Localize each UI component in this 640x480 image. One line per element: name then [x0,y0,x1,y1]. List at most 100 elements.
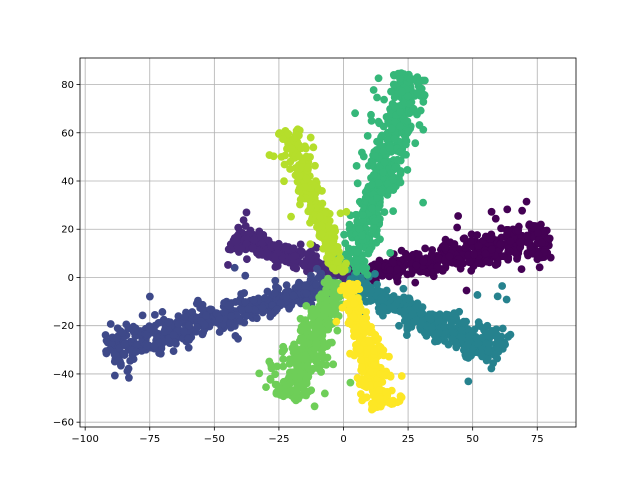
data-point [474,259,483,267]
series-0 [347,197,555,298]
data-point [242,312,250,321]
data-point [318,360,327,369]
data-point [239,216,248,225]
data-point [367,110,375,119]
data-points [101,69,555,414]
data-point [317,312,326,321]
data-point [503,230,511,239]
data-point [241,222,250,230]
data-point [459,317,468,326]
data-point [340,230,348,239]
data-point [397,87,406,96]
data-point [302,301,311,310]
data-point [369,170,378,179]
data-point [306,133,315,142]
data-point [396,122,405,131]
data-point [270,252,279,261]
data-point [248,243,257,252]
data-point [345,220,354,229]
data-point [403,322,412,331]
data-point [376,235,384,244]
data-point [374,179,383,187]
data-point [241,298,250,306]
data-point [287,212,295,221]
data-point [406,74,414,83]
data-point [474,321,483,330]
data-point [478,352,486,361]
data-point [411,139,420,148]
data-point [535,221,544,230]
data-point [374,204,383,213]
data-point [292,264,301,273]
data-point [317,229,326,238]
data-point [230,263,239,272]
data-point [160,327,169,336]
data-point [237,244,246,253]
data-point [455,307,464,316]
data-point [481,232,490,241]
data-point [306,240,315,249]
y-tick-label: 0 [68,273,74,284]
data-point [474,241,483,250]
data-point [371,269,379,278]
data-point [518,206,527,215]
data-point [386,266,395,274]
data-point [174,320,183,328]
data-point [311,330,320,338]
data-point [367,204,376,213]
data-point [366,297,375,305]
data-point [428,246,437,254]
data-point [271,276,280,285]
data-point [411,278,420,287]
data-point [302,174,311,183]
data-point [440,322,449,331]
data-point [464,377,473,386]
data-point [496,240,505,249]
data-point [294,361,303,370]
data-point [230,322,239,330]
data-point [338,303,347,312]
data-point [132,340,141,349]
y-tick-label: 80 [61,80,74,91]
data-point [241,271,250,280]
data-point [413,73,422,82]
data-point [303,250,312,259]
data-point [336,286,345,295]
data-point [250,305,259,314]
data-point [364,337,373,346]
data-point [403,92,412,101]
data-point [226,245,235,254]
data-point [362,308,371,316]
data-point [533,229,542,237]
data-point [302,289,311,298]
data-point [352,210,361,219]
data-point [488,326,496,335]
x-tick-label: −50 [204,434,225,445]
series-7 [332,279,406,414]
data-point [105,345,114,354]
data-point [484,347,493,356]
data-point [415,121,424,129]
series-3 [343,269,515,386]
data-point [119,349,128,358]
data-point [120,340,129,348]
data-point [298,334,307,343]
data-point [113,324,122,333]
data-point [502,295,511,304]
data-point [403,117,412,126]
data-point [473,231,482,239]
data-point [522,197,531,206]
data-point [279,362,288,371]
data-point [327,253,336,261]
data-point [355,225,364,234]
data-point [380,158,389,167]
y-tick-label: 40 [61,177,74,188]
data-point [352,329,361,338]
data-point [169,331,178,339]
data-point [110,350,119,359]
data-point [523,231,532,240]
data-point [270,288,279,297]
data-point [244,304,253,313]
data-point [428,324,436,332]
data-point [143,341,152,350]
